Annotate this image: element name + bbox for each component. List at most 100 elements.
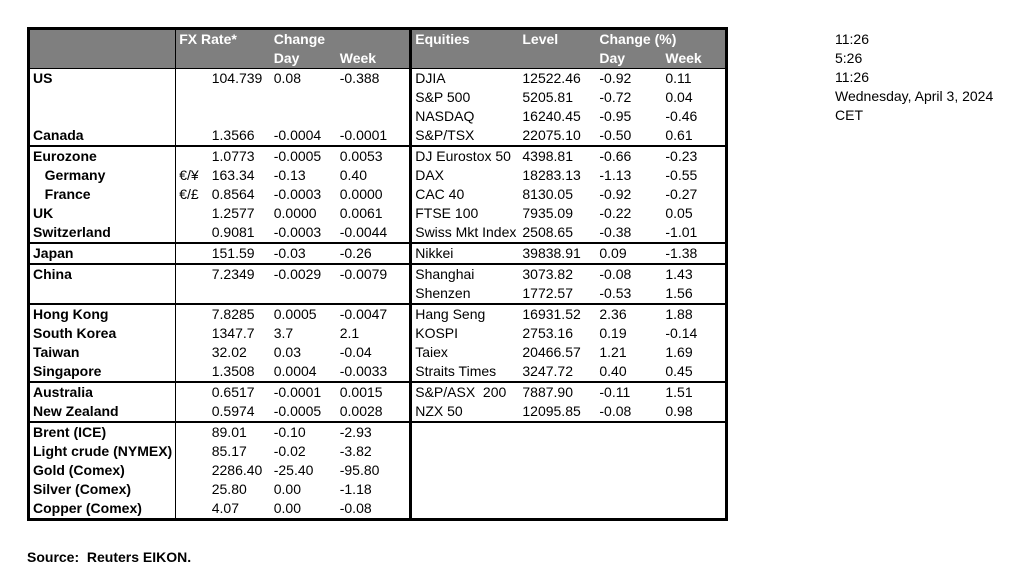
equity-index-name: KOSPI	[409, 324, 520, 343]
equity-change-day: -0.66	[596, 145, 663, 166]
region-label	[28, 88, 177, 107]
equity-change-week: 1.51	[662, 381, 727, 402]
equity-level: 16240.45	[522, 108, 581, 124]
fx-rate-value: 2286.40	[211, 462, 263, 478]
equity-change-day	[596, 421, 663, 442]
currency-pair-label	[176, 461, 209, 480]
header-fx-change: Change	[270, 28, 411, 49]
equity-change-day: -0.08	[599, 403, 632, 419]
equity-level	[519, 442, 596, 461]
header-row-2: Day Week Day Week	[28, 49, 727, 69]
fx-change-day: -0.0001	[270, 381, 337, 402]
fx-change-day: 0.08	[273, 70, 301, 86]
equity-index-name	[409, 499, 520, 520]
fx-change-day	[271, 284, 337, 304]
equity-index-name: Shanghai	[409, 263, 520, 284]
equity-change-week	[662, 442, 726, 461]
fx-change-day: 0.0005	[270, 303, 337, 324]
table-row: S&P 500 5205.81 -0.72 0.04	[28, 88, 727, 107]
fx-rate-value: 1347.7	[211, 325, 255, 341]
equity-change-day: 0.09	[596, 242, 663, 264]
equity-change-week	[662, 480, 726, 499]
table-row: South Korea 1347.7 3.7 2.1 KOSPI 2753.16…	[28, 324, 727, 343]
table-row: Shenzen 1772.57 -0.53 1.56	[28, 284, 727, 304]
currency-pair-label	[175, 381, 209, 402]
equity-index-name	[409, 480, 520, 499]
equity-change-day: -0.72	[599, 89, 632, 105]
equity-level: 12522.46	[522, 70, 581, 86]
equity-index-name: NASDAQ	[409, 107, 520, 126]
region-label: France	[28, 185, 177, 204]
equity-index-name: NZX 50	[409, 402, 520, 422]
currency-pair-label: €/£	[179, 186, 199, 202]
equity-level: 22075.10	[522, 127, 581, 143]
table-row: Gold (Comex) 2286.40 -25.40 -95.80	[28, 461, 727, 480]
fx-rate-value: 0.5974	[211, 403, 255, 419]
equity-change-day: -1.13	[599, 167, 632, 183]
equity-change-week: 1.43	[662, 263, 727, 284]
fx-rate-value: 1.3566	[211, 127, 255, 143]
equity-index-name	[409, 461, 520, 480]
fx-change-day: -0.0029	[270, 263, 337, 284]
table-row: France €/£ 0.8564 -0.0003 0.0000 CAC 40 …	[28, 185, 727, 204]
table-row: Switzerland 0.9081 -0.0003 -0.0044 Swiss…	[28, 223, 727, 243]
fx-change-day: 0.00	[273, 500, 301, 516]
fx-change-day	[271, 88, 337, 107]
region-label: Canada	[28, 126, 177, 146]
equity-change-day: 0.19	[599, 325, 627, 341]
currency-pair-label	[176, 284, 209, 304]
fx-change-day: -0.03	[270, 242, 337, 264]
header-eq-day: Day	[596, 49, 663, 69]
fx-change-day: -0.0004	[273, 127, 322, 143]
fx-rate-value	[209, 107, 271, 126]
equity-change-day: 0.40	[599, 363, 627, 379]
table-row: Light crude (NYMEX) 85.17 -0.02 -3.82	[28, 442, 727, 461]
fx-rate-value: 85.17	[211, 443, 247, 459]
currency-pair-label	[176, 480, 209, 499]
equity-level: 7887.90	[519, 381, 597, 402]
equity-index-name: S&P 500	[409, 88, 520, 107]
fx-change-week: 0.40	[339, 167, 367, 183]
equity-change-day: -0.53	[599, 285, 632, 301]
currency-pair-label	[176, 442, 209, 461]
currency-pair-label	[176, 69, 209, 89]
currency-pair-label	[176, 402, 209, 422]
fx-rate-value: 151.59	[208, 242, 271, 264]
time-local: 11:26	[835, 31, 869, 47]
equity-change-week: -1.01	[665, 224, 698, 240]
fx-change-week: -95.80	[339, 462, 380, 478]
header-fx-day: Day	[270, 49, 337, 69]
currency-pair-label	[175, 303, 209, 324]
equity-index-name: DJIA	[409, 68, 520, 88]
region-label: US	[28, 68, 177, 88]
table-row: Taiwan 32.02 0.03 -0.04 Taiex 20466.57 1…	[28, 343, 727, 362]
table-row: China 7.2349 -0.0029 -0.0079 Shanghai 30…	[28, 263, 727, 284]
fx-change-week: -0.388	[339, 70, 380, 86]
equity-change-day: 1.21	[599, 344, 627, 360]
header-eq-week: Week	[662, 49, 727, 69]
fx-rate-value: 7.8285	[208, 303, 271, 324]
fx-change-week: 0.0000	[339, 186, 383, 202]
date-label: Wednesday, April 3, 2024	[835, 88, 994, 104]
currency-pair-label	[176, 126, 209, 146]
fx-change-week: 0.0015	[336, 381, 411, 402]
equity-index-name: Swiss Mkt Index	[409, 223, 520, 243]
region-label: UK	[28, 204, 177, 223]
equity-index-name: FTSE 100	[409, 204, 520, 223]
fx-change-day: -0.0005	[270, 145, 337, 166]
equity-index-name: DJ Eurostox 50	[409, 145, 520, 166]
equity-change-day: -0.08	[596, 263, 663, 284]
table-row: New Zealand 0.5974 -0.0005 0.0028 NZX 50…	[28, 402, 727, 422]
fx-change-day: -0.0003	[273, 224, 322, 240]
equity-level: 5205.81	[522, 89, 573, 105]
region-label: Australia	[28, 381, 177, 402]
equity-change-day: -0.38	[599, 224, 632, 240]
fx-change-week: -3.82	[339, 443, 372, 459]
currency-pair-label	[175, 263, 209, 284]
fx-rate-value: 89.01	[208, 421, 271, 442]
equity-level: 12095.85	[522, 403, 581, 419]
equity-change-week: 1.56	[665, 285, 693, 301]
fx-change-day: -0.02	[273, 443, 306, 459]
table-row: NASDAQ 16240.45 -0.95 -0.46	[28, 107, 727, 126]
fx-rate-value	[209, 284, 271, 304]
